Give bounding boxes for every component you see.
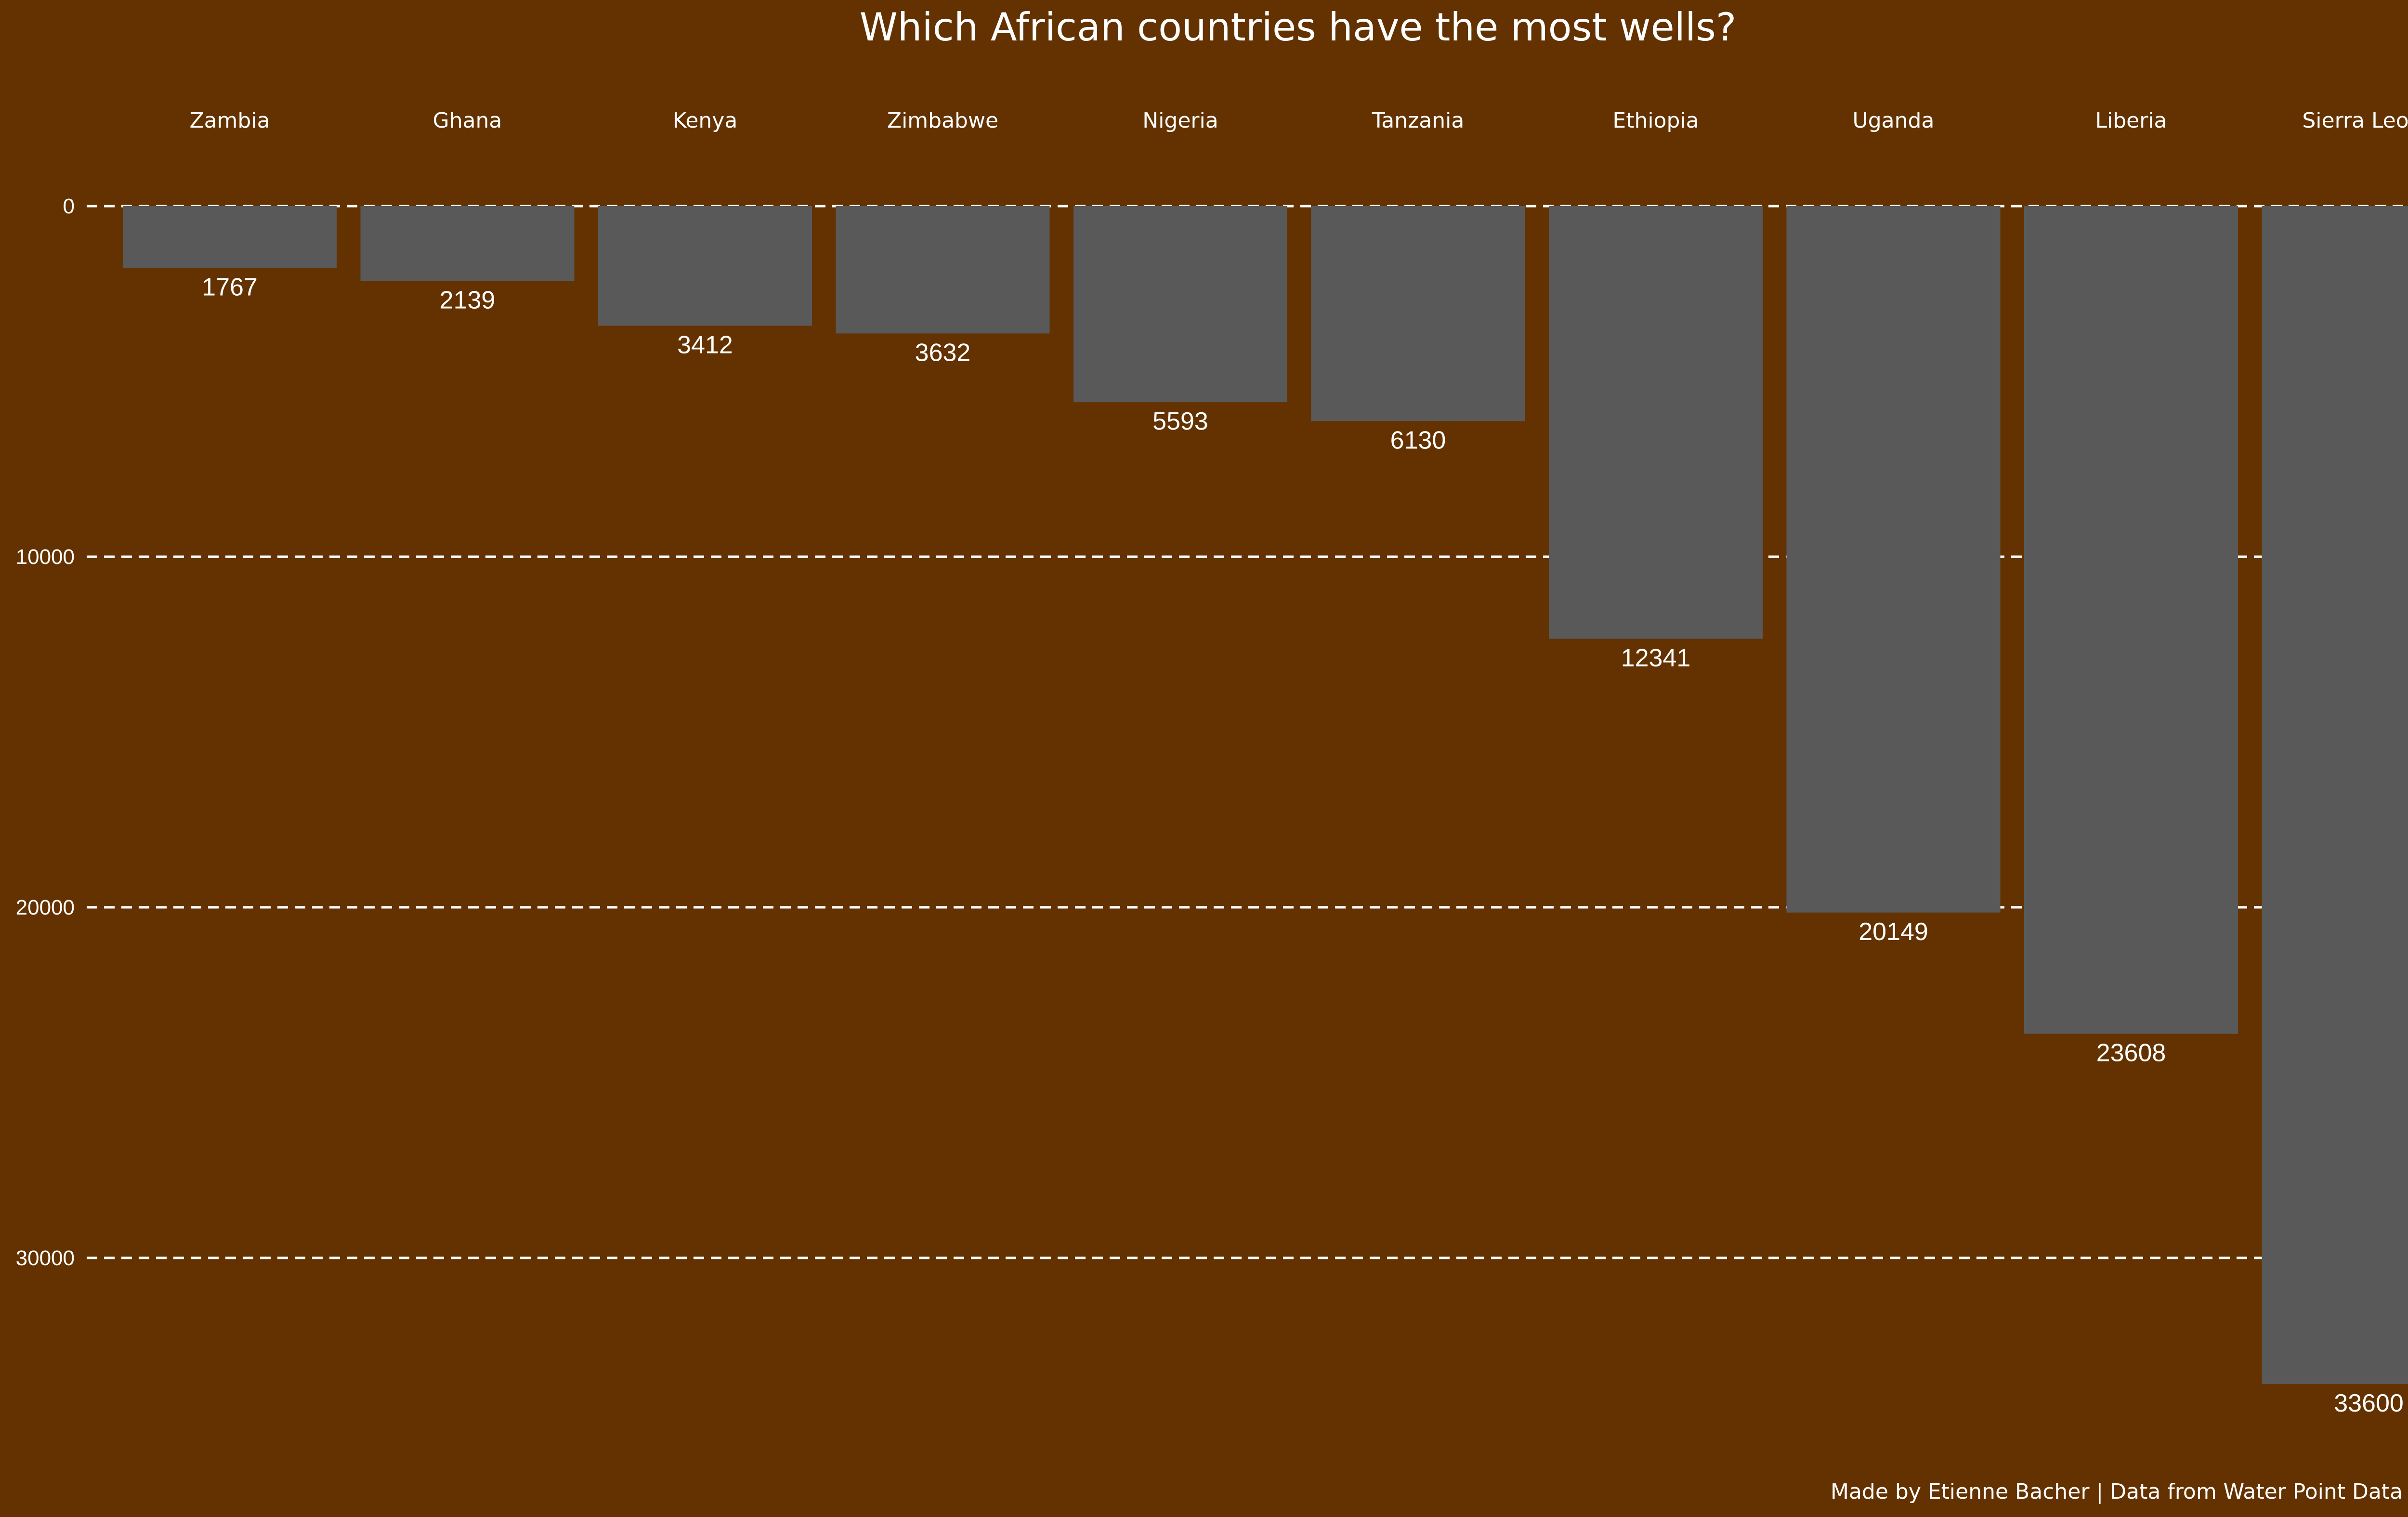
value-label: 3412: [677, 331, 733, 359]
bar: [2024, 206, 2238, 1034]
y-tick-label: 10000: [16, 545, 75, 569]
category-label: Zimbabwe: [887, 108, 998, 133]
bars: [123, 206, 2408, 1385]
chart-caption: Made by Etienne Bacher | Data from Water…: [1831, 1479, 2408, 1504]
bar: [2262, 206, 2408, 1385]
value-label: 12341: [1621, 644, 1691, 672]
value-label: 2139: [440, 287, 496, 314]
category-label: Kenya: [673, 108, 738, 133]
y-tick-label: 30000: [16, 1246, 75, 1270]
value-label: 6130: [1390, 426, 1446, 454]
category-label: Tanzania: [1372, 108, 1465, 133]
value-label: 5593: [1152, 407, 1208, 435]
bar: [1549, 206, 1763, 639]
category-label: Ethiopia: [1612, 108, 1699, 133]
chart-title: Which African countries have the most we…: [860, 5, 1737, 50]
value-label: 3632: [915, 339, 971, 366]
bar: [360, 206, 575, 281]
value-label: 20149: [1858, 918, 1928, 946]
category-label: Liberia: [2095, 108, 2167, 133]
y-tick-label: 0: [63, 195, 75, 218]
category-label: Sierra Leone: [2302, 108, 2408, 133]
category-label: Ghana: [433, 108, 502, 133]
bar: [1311, 206, 1525, 421]
y-tick-label: 20000: [16, 896, 75, 919]
value-label: 1767: [202, 274, 258, 301]
bar: [598, 206, 812, 326]
bar: [1786, 206, 2001, 913]
category-label: Nigeria: [1142, 108, 1218, 133]
value-label: 33600: [2334, 1389, 2404, 1417]
labels: 0 10000 20000 30000 Zambia 1767 Ghana 2139 Kenya…: [16, 108, 2408, 1417]
category-label: Uganda: [1853, 108, 1935, 133]
value-label: 23608: [2096, 1039, 2166, 1067]
bar: [1073, 206, 1287, 403]
category-label: Zambia: [189, 108, 270, 133]
bar: [123, 206, 337, 268]
bar: [836, 206, 1050, 334]
